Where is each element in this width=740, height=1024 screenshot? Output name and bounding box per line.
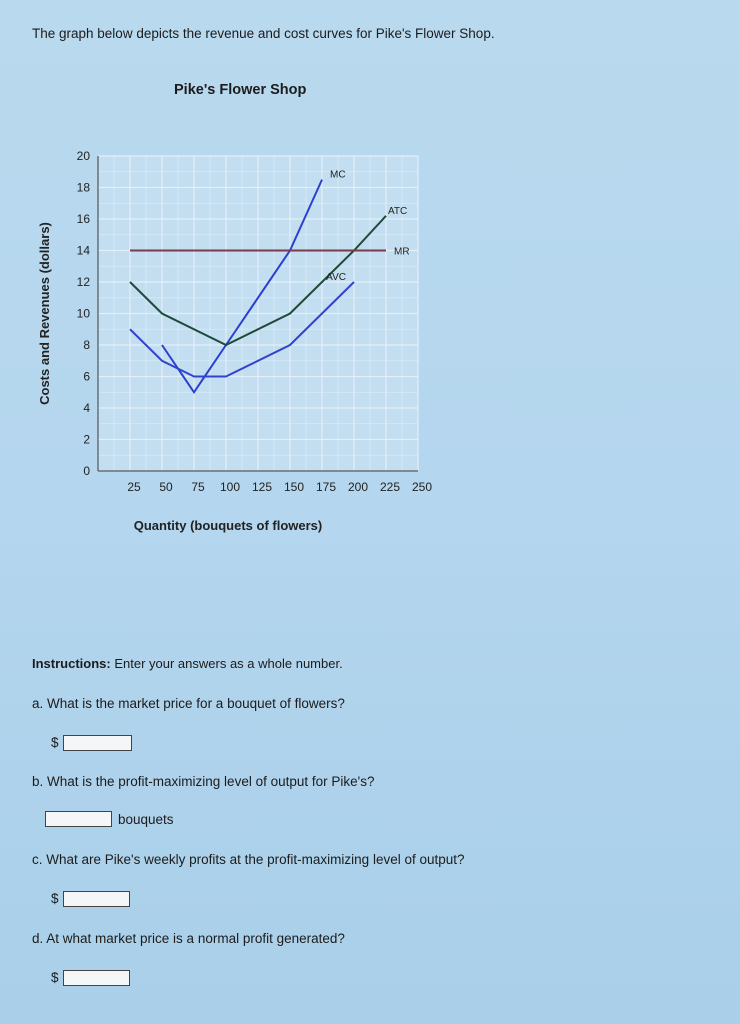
x-tick-label: 175: [316, 480, 336, 494]
x-tick-label: 25: [127, 480, 141, 494]
x-axis-title: Quantity (bouquets of flowers): [134, 518, 323, 533]
x-tick-label: 100: [220, 480, 240, 494]
series-label-mr: MR: [394, 247, 410, 258]
series-line-atc: [129, 215, 387, 347]
question-a-dollar-sign: $: [51, 735, 59, 750]
y-tick-label: 16: [77, 212, 91, 226]
instructions: Instructions: Enter your answers as a wh…: [32, 656, 343, 671]
y-tick-label: 2: [83, 433, 90, 447]
question-d: d. At what market price is a normal prof…: [32, 931, 345, 946]
question-d-dollar-sign: $: [51, 970, 59, 985]
x-tick-label: 125: [252, 480, 272, 494]
y-tick-label: 4: [83, 401, 90, 415]
x-tick-label: 250: [412, 480, 432, 494]
cost-revenue-chart: 0 2 4 6 8 10 12 14 16 18 20 25 50 75 100 125 150 175 200 22…: [37, 149, 432, 533]
x-tick-label: 200: [348, 480, 368, 494]
series-label-mc: MC: [330, 170, 346, 181]
x-tick-label: 150: [284, 480, 304, 494]
question-c-answer-input[interactable]: [63, 891, 130, 907]
y-tick-label: 18: [77, 181, 91, 195]
y-tick-label: 14: [77, 244, 91, 258]
chart-title: Pike's Flower Shop: [174, 82, 307, 98]
y-tick-label: 10: [77, 307, 91, 321]
question-a-answer-input[interactable]: [63, 735, 132, 751]
x-tick-label: 75: [191, 480, 205, 494]
question-a: a. What is the market price for a bouque…: [32, 696, 345, 711]
question-b-unit: bouquets: [118, 812, 174, 827]
question-b-answer-input[interactable]: [45, 811, 112, 827]
series-label-avc: AVC: [326, 272, 346, 283]
question-b: b. What is the profit-maximizing level o…: [32, 774, 375, 789]
series-label-atc: ATC: [388, 206, 407, 217]
y-tick-label: 8: [83, 338, 90, 352]
instructions-label: Instructions:: [32, 656, 111, 671]
x-tick-label: 50: [159, 480, 173, 494]
y-tick-label: 20: [77, 149, 91, 163]
y-tick-label: 12: [77, 275, 91, 289]
question-c-dollar-sign: $: [51, 891, 59, 906]
series-line-avc: [129, 281, 355, 378]
y-axis-title: Costs and Revenues (dollars): [37, 222, 52, 405]
instructions-text: Enter your answers as a whole number.: [110, 656, 343, 671]
question-c: c. What are Pike's weekly profits at the…: [32, 852, 465, 867]
y-tick-label: 6: [83, 370, 90, 384]
intro-text: The graph below depicts the revenue and …: [32, 26, 495, 41]
x-tick-label: 225: [380, 480, 400, 494]
y-tick-label: 0: [83, 464, 90, 478]
question-d-answer-input[interactable]: [63, 970, 130, 986]
